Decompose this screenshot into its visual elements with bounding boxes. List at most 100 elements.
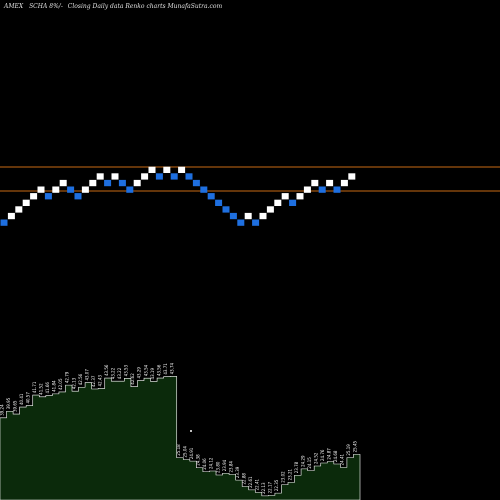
value-label: 42.56 [78,373,83,385]
value-label: 24.52 [313,452,318,464]
value-label: 22.13 [261,482,266,494]
value-label: 24.68 [333,450,338,462]
renko-brick-up [311,179,319,187]
value-label: 43.56 [156,364,161,376]
value-label: 23.80 [215,461,220,473]
value-label: 23.39 [235,466,240,478]
percent-label: 8% [49,3,59,10]
renko-brick-up [37,186,45,193]
renko-brick-down [289,199,297,206]
renko-brick-up [52,186,60,193]
value-label: 22.35 [274,479,279,491]
value-label: 24.91 [189,447,194,459]
renko-brick-down [222,206,230,213]
value-label: 43.56 [104,364,109,376]
value-label: 22.41 [255,478,260,490]
renko-brick-up [163,166,171,173]
value-label: 25.04 [183,446,188,458]
value-label: 43.74 [169,362,174,374]
value-label: 39.95 [6,397,11,409]
value-label: 25.45 [353,440,358,452]
renko-brick-down [333,186,341,193]
renko-brick-up [7,212,15,220]
renko-brick-down [67,186,75,193]
renko-brick-down [0,219,8,226]
renko-brick-up [133,179,141,187]
value-label: 43.22 [111,367,116,379]
renko-brick-down [229,212,237,220]
value-label: 23.21 [287,468,292,480]
renko-brick-up [259,212,267,220]
value-label: 42.79 [65,371,70,383]
value-label: 24.12 [209,457,214,469]
renko-brick-up [274,199,282,206]
value-label: 25.18 [176,444,181,456]
renko-brick-up [89,179,97,187]
value-label: 23.78 [294,461,299,473]
renko-brick-down [74,193,82,200]
value-label: 41.84 [52,380,57,392]
renko-brick-up [111,173,119,180]
value-label: 24.15 [307,457,312,469]
value-label: 42.05 [58,378,63,390]
value-label: 41.71 [32,381,37,393]
renko-brick-down [215,199,223,206]
renko-brick-down [192,179,200,187]
renko-brick-down [200,186,208,193]
value-label: 40.41 [19,393,24,405]
value-label: 24.29 [300,455,305,467]
value-label: 41.66 [45,382,50,394]
renko-brick-up [22,199,30,206]
value-label: 43.07 [84,369,89,381]
value-label: 25.19 [346,444,351,456]
renko-brick-up [266,206,274,213]
value-label: 40.57 [25,392,30,404]
renko-brick-down [104,179,112,187]
value-label: 43.71 [163,363,168,375]
value-label: 42.13 [71,377,76,389]
exchange-label: AMEX [4,3,24,10]
value-label: 22.88 [241,473,246,485]
value-label: 41.52 [39,383,44,395]
renko-brick-down [207,193,215,200]
renko-brick-down [252,219,260,226]
renko-brick-down [170,173,178,180]
renko-brick-down [44,193,52,200]
value-label: 43.54 [143,364,148,376]
value-label: 39.65 [12,400,17,412]
renko-brick-down [185,173,193,180]
renko-brick-up [326,179,334,187]
value-label: 24.41 [340,453,345,465]
value-label: 24.87 [327,448,332,460]
value-label: 24.76 [320,449,325,461]
renko-brick-up [178,166,186,173]
value-label: 42.37 [91,375,96,387]
renko-brick-down [318,186,326,193]
value-area [0,376,361,500]
renko-brick-up [244,212,252,220]
value-label: 23.94 [222,459,227,471]
value-label: 24.06 [202,458,207,470]
value-label: 43.29 [137,367,142,379]
symbol-label: SCHA [29,3,48,10]
renko-brick-up [15,206,23,213]
renko-brick-up [141,173,149,180]
renko-brick-up [281,193,289,200]
renko-brick-up [81,186,89,193]
marker-dot [190,430,192,432]
value-label: 23.84 [228,461,233,473]
renko-brick-down [126,186,134,193]
value-label: 23.02 [281,471,286,483]
value-label: 42.43 [97,375,102,387]
renko-brick-up [59,179,67,187]
renko-brick-up [303,186,311,193]
value-label: 42.62 [130,373,135,385]
renko-brick-up [340,179,348,187]
description-label: Closing Daily data Renko charts MunafaSu… [67,3,223,10]
renko-brick-up [148,166,156,173]
value-label: 22.61 [248,476,253,488]
chart-header: AMEX SCHA 8%/- Closing Daily data Renko … [4,3,223,10]
value-label: 43.22 [117,367,122,379]
